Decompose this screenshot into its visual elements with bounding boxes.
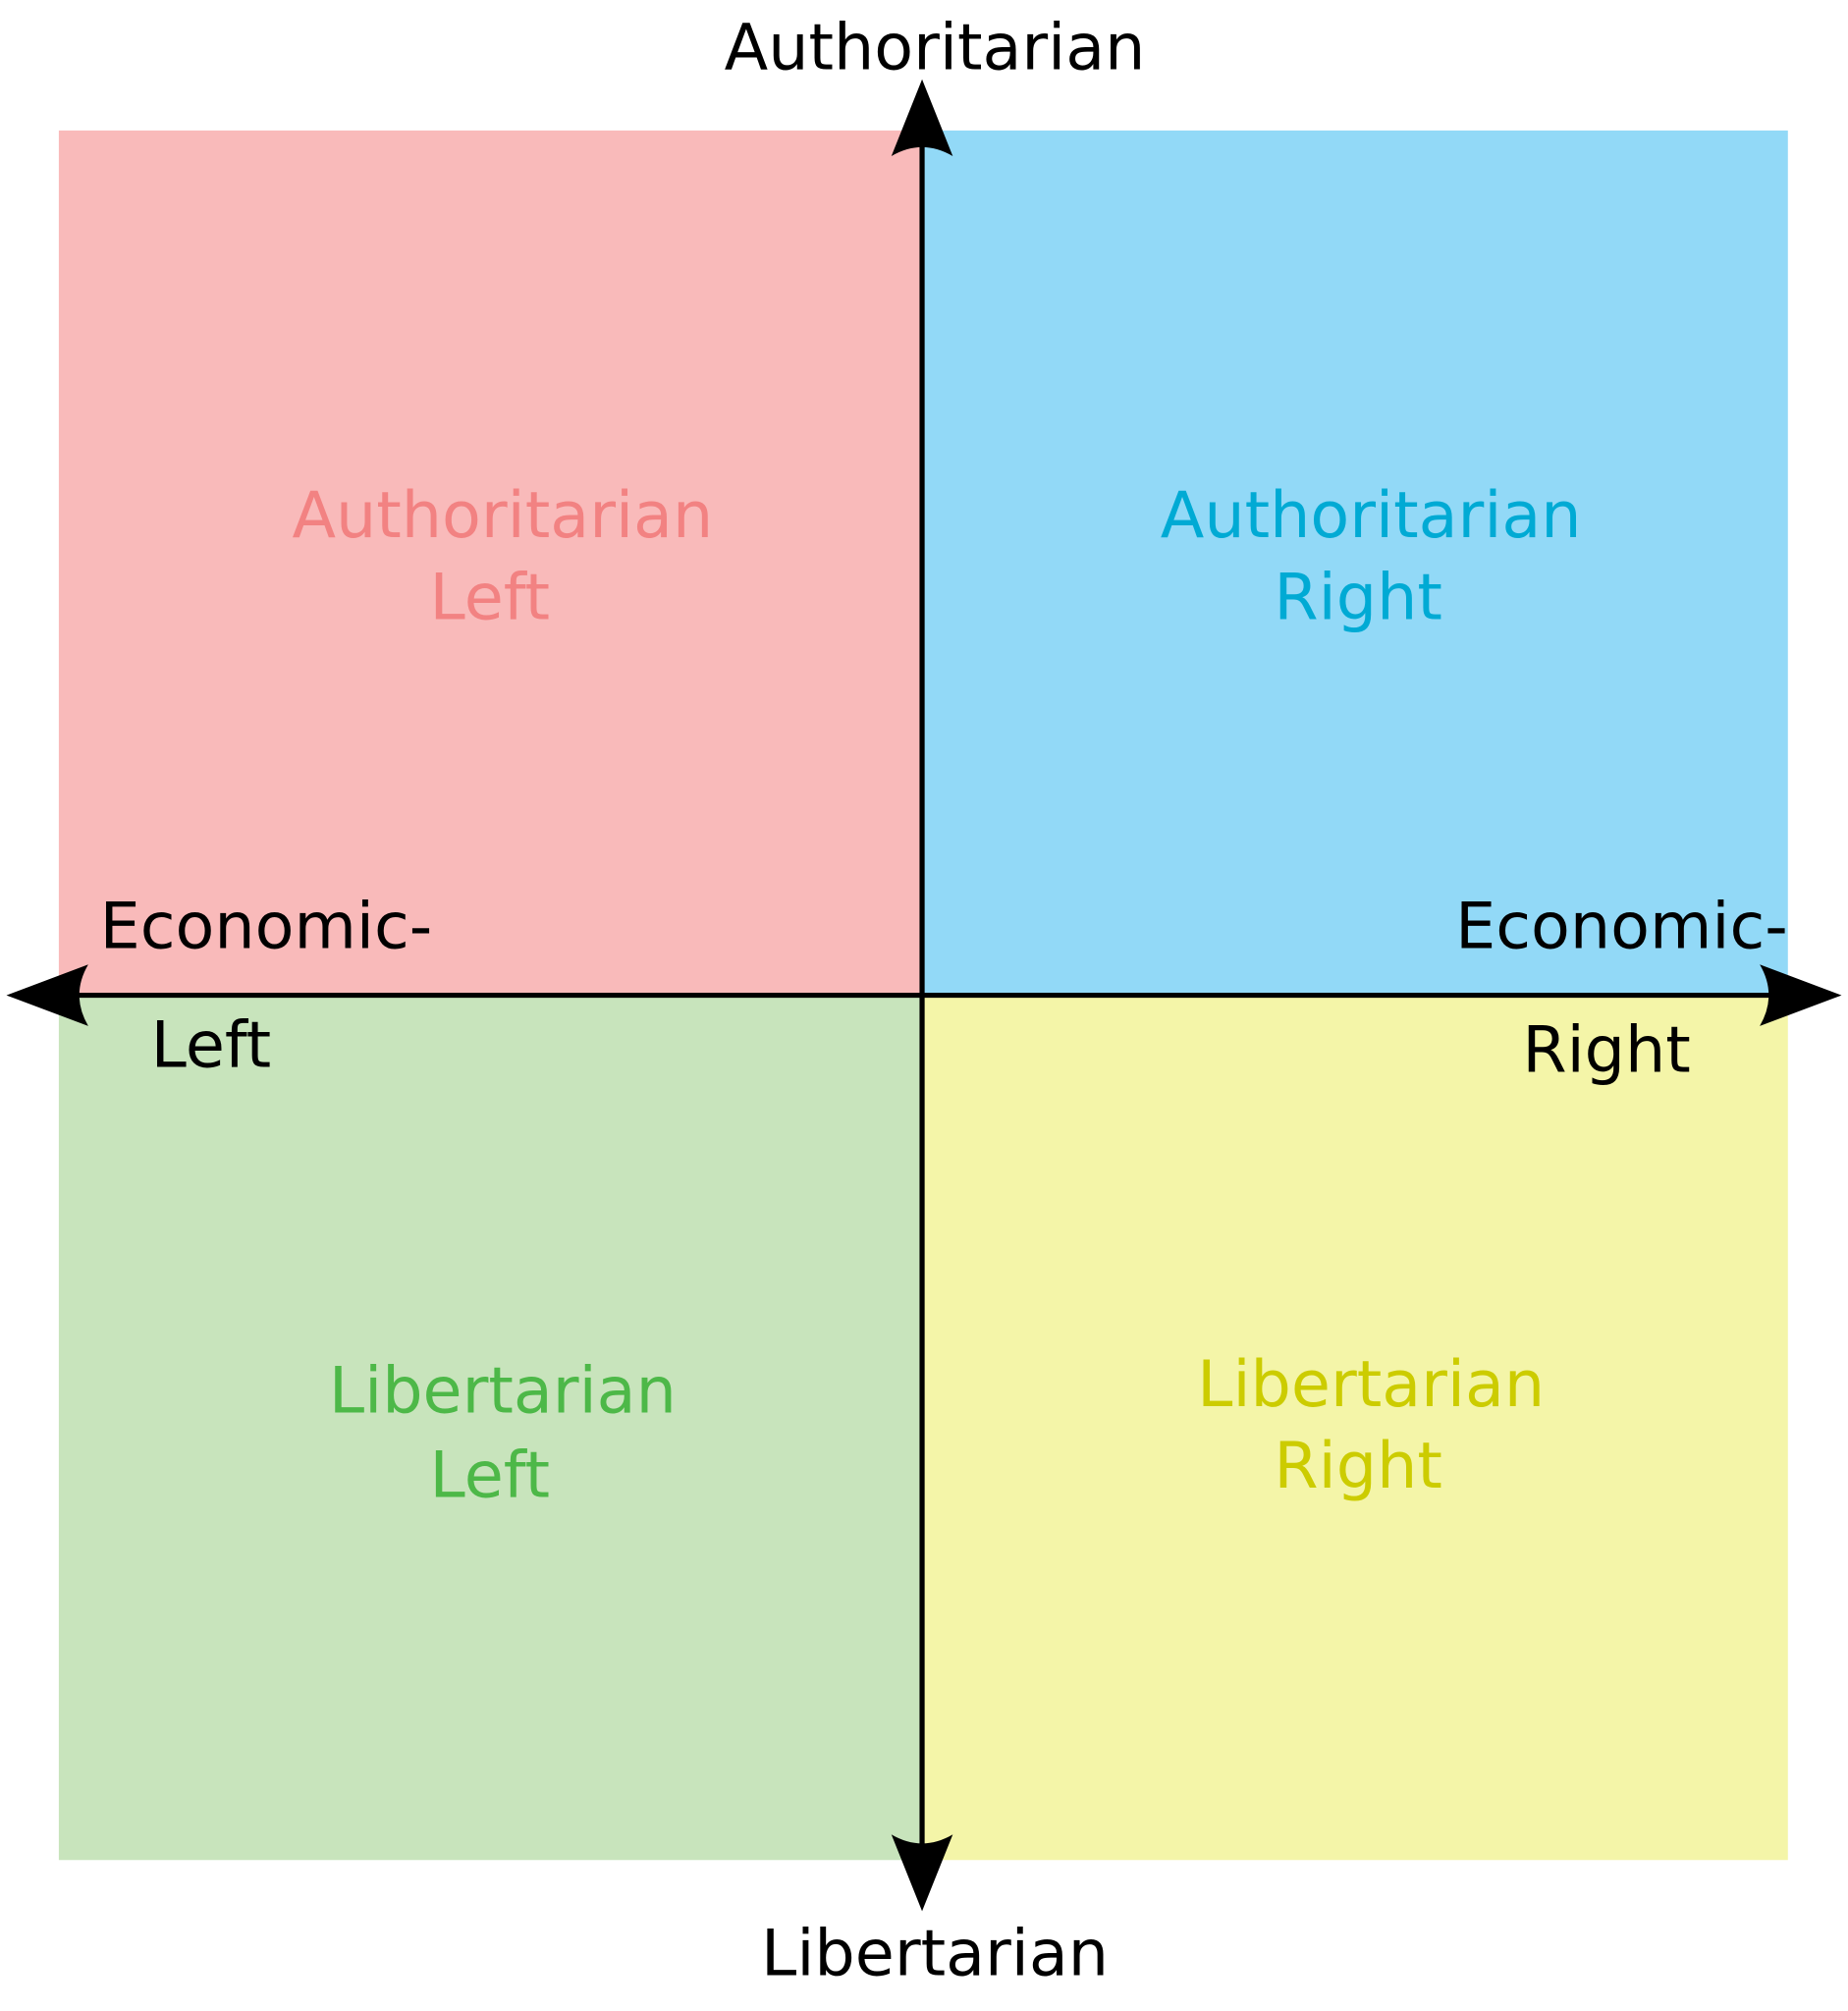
- quadrant-label-lib-left-1: Libertarian: [329, 1354, 677, 1428]
- quadrant-label-auth-left-2: Left: [430, 562, 551, 635]
- arrow-up-icon: [891, 79, 953, 156]
- quadrant-lib-left: [58, 995, 923, 1861]
- quadrant-label-auth-right-1: Authoritarian: [1161, 479, 1582, 553]
- arrow-right-icon: [1760, 964, 1842, 1026]
- quadrant-label-lib-left-2: Left: [430, 1439, 551, 1512]
- quadrant-auth-left: [58, 130, 923, 996]
- quadrant-lib-right: [922, 995, 1788, 1861]
- quadrant-label-lib-right-1: Libertarian: [1197, 1348, 1545, 1422]
- axis-label-right-2: Right: [1522, 1014, 1690, 1088]
- quadrant-label-auth-right-2: Right: [1274, 562, 1441, 635]
- arrow-left-icon: [6, 964, 88, 1026]
- quadrant-label-lib-right-2: Right: [1274, 1430, 1441, 1503]
- axis-label-top: Authoritarian: [725, 11, 1146, 84]
- quadrant-auth-right: [922, 130, 1788, 996]
- quadrant-label-auth-left-1: Authoritarian: [292, 479, 713, 553]
- axis-label-bottom: Libertarian: [761, 1918, 1109, 1991]
- axis-label-left-2: Left: [151, 1009, 272, 1083]
- axis-label-left-1: Economic-: [100, 890, 433, 963]
- arrow-down-icon: [891, 1834, 953, 1912]
- axis-label-right-1: Economic-: [1455, 890, 1788, 963]
